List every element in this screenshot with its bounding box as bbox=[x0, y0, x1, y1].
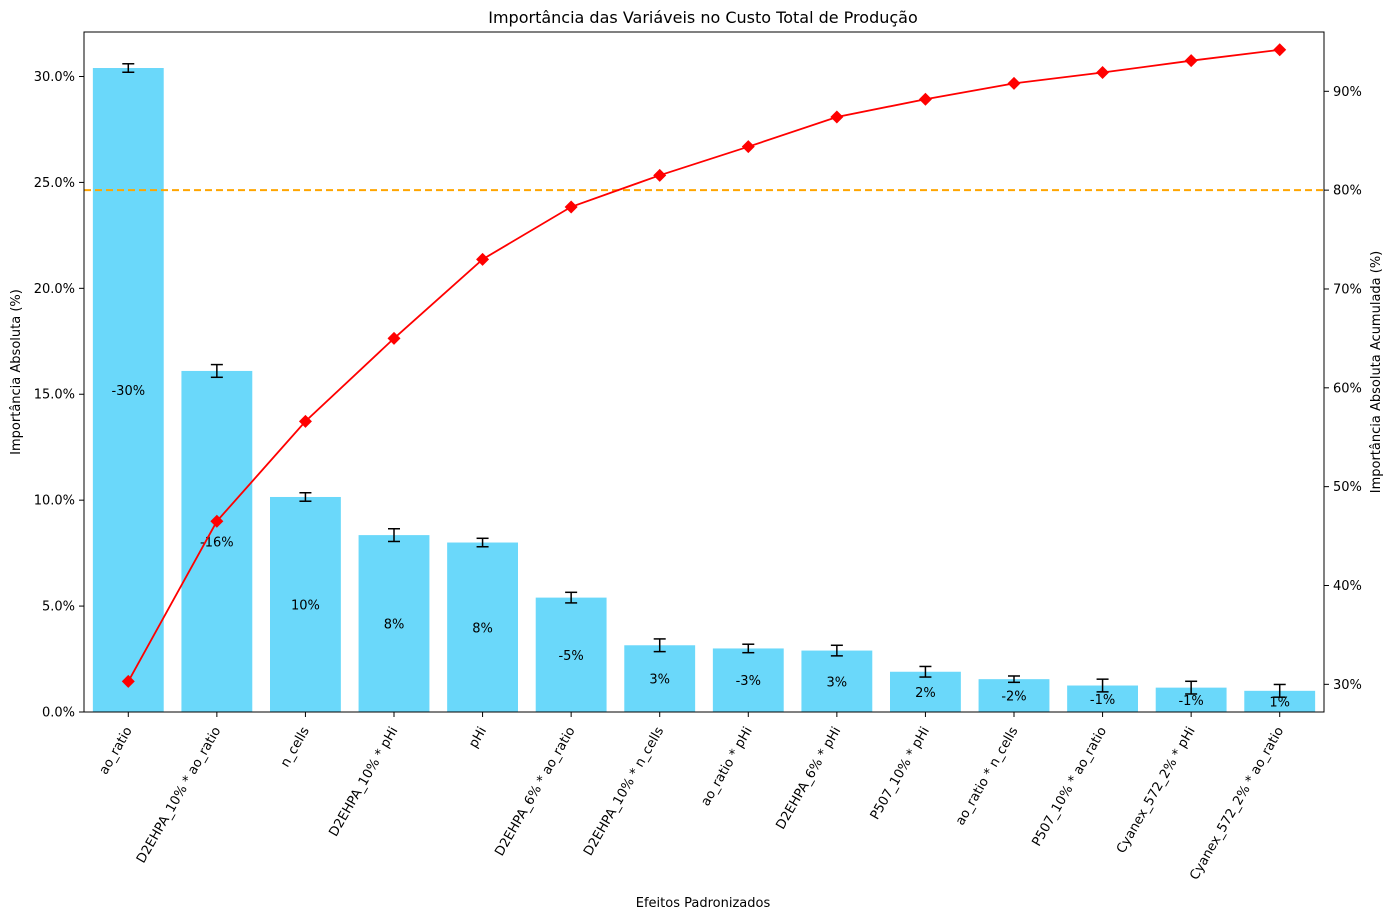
bar-label: -30% bbox=[111, 384, 145, 399]
bar bbox=[535, 597, 607, 712]
cumulative-point bbox=[1096, 66, 1110, 80]
y2-tick-label: 90% bbox=[1333, 85, 1362, 100]
cumulative-point bbox=[918, 92, 932, 106]
y-tick-label: 10.0% bbox=[34, 494, 75, 509]
cumulative-point bbox=[653, 168, 667, 182]
bar bbox=[890, 671, 961, 712]
y-tick-label: 5.0% bbox=[42, 600, 75, 615]
x-tick-label: D2EHPA_6% * ao_ratio bbox=[492, 724, 578, 858]
bar bbox=[447, 542, 518, 712]
y-tick-label: 15.0% bbox=[34, 388, 75, 403]
x-tick-label: D2EHPA_10% * ao_ratio bbox=[134, 724, 224, 866]
cumulative-point bbox=[298, 414, 312, 428]
bar-label: 8% bbox=[384, 618, 405, 633]
x-tick-label: ao_ratio bbox=[97, 724, 136, 777]
bar bbox=[712, 648, 784, 712]
bar-label: -1% bbox=[1178, 694, 1203, 709]
y-axis-title: Importância Absoluta (%) bbox=[9, 289, 24, 455]
cumulative-point bbox=[741, 140, 755, 154]
bar-label: 1% bbox=[1269, 695, 1290, 710]
bar bbox=[92, 68, 164, 713]
cumulative-point bbox=[210, 514, 224, 528]
x-tick-label: P507_10% * ao_ratio bbox=[1029, 724, 1110, 849]
y-tick-label: 0.0% bbox=[42, 706, 75, 721]
bar bbox=[1244, 690, 1316, 712]
y2-tick-label: 30% bbox=[1333, 678, 1362, 693]
x-tick-label: ao_ratio * pHi bbox=[698, 725, 755, 809]
x-tick-label: D2EHPA_6% * pHi bbox=[773, 725, 844, 833]
cumulative-point bbox=[564, 200, 578, 214]
bar-label: -3% bbox=[736, 674, 761, 689]
bar-label: -1% bbox=[1090, 693, 1115, 708]
bar-label: -5% bbox=[558, 649, 583, 664]
y2-axis-title: Importância Absoluta Acumulada (%) bbox=[1369, 251, 1384, 494]
cumulative-line bbox=[127, 48, 1280, 682]
x-tick-label: Cyanex_572_2% * pHi bbox=[1114, 725, 1199, 857]
cumulative-point bbox=[121, 674, 135, 688]
bar bbox=[624, 645, 696, 712]
x-axis-title: Efeitos Padronizados bbox=[636, 896, 771, 911]
bar-label: 10% bbox=[291, 598, 320, 613]
bar bbox=[270, 496, 341, 712]
plot-frame bbox=[83, 31, 1325, 713]
x-tick-label: n_cells bbox=[278, 724, 313, 770]
cumulative-point bbox=[1184, 54, 1198, 68]
x-tick-label: D2EHPA_10% * n_cells bbox=[581, 724, 667, 858]
bar bbox=[801, 650, 873, 712]
x-tick-label: Cyanex_572_2% * ao_ratio bbox=[1187, 724, 1287, 882]
x-tick-label: ao_ratio * n_cells bbox=[953, 724, 1022, 828]
bar bbox=[358, 535, 430, 712]
cumulative-point bbox=[1007, 76, 1021, 90]
y-tick-label: 30.0% bbox=[34, 70, 75, 85]
y2-tick-label: 80% bbox=[1333, 184, 1362, 199]
bar-label: 8% bbox=[472, 621, 493, 636]
bar-label: 3% bbox=[649, 673, 670, 688]
y2-tick-label: 60% bbox=[1333, 381, 1362, 396]
chart-title: Importância das Variáveis no Custo Total… bbox=[488, 8, 918, 27]
plot-area: -30% -16% 10% 8% 8% -5% 3% -3% 3% 2% -2% -1% -1% 1% 0.… bbox=[34, 31, 1362, 883]
y-tick-label: 25.0% bbox=[34, 176, 75, 191]
bar bbox=[181, 370, 253, 712]
bar-label: -16% bbox=[200, 535, 234, 550]
x-tick-label: D2EHPA_10% * pHi bbox=[326, 725, 401, 840]
x-tick-label: pHi bbox=[466, 725, 490, 751]
bar-label: 2% bbox=[915, 686, 936, 701]
y2-tick-label: 70% bbox=[1333, 282, 1362, 297]
y2-tick-label: 40% bbox=[1333, 579, 1362, 594]
y2-tick-label: 50% bbox=[1333, 480, 1362, 495]
bar bbox=[978, 679, 1050, 712]
cumulative-point bbox=[830, 110, 844, 124]
cumulative-point bbox=[476, 252, 490, 266]
x-tick-label: P507_10% * pHi bbox=[868, 725, 933, 823]
bar-label: -2% bbox=[1001, 690, 1026, 705]
bar-label: 3% bbox=[827, 675, 848, 690]
cumulative-point bbox=[387, 331, 401, 345]
y-tick-label: 20.0% bbox=[34, 282, 75, 297]
cumulative-point bbox=[1273, 43, 1287, 57]
